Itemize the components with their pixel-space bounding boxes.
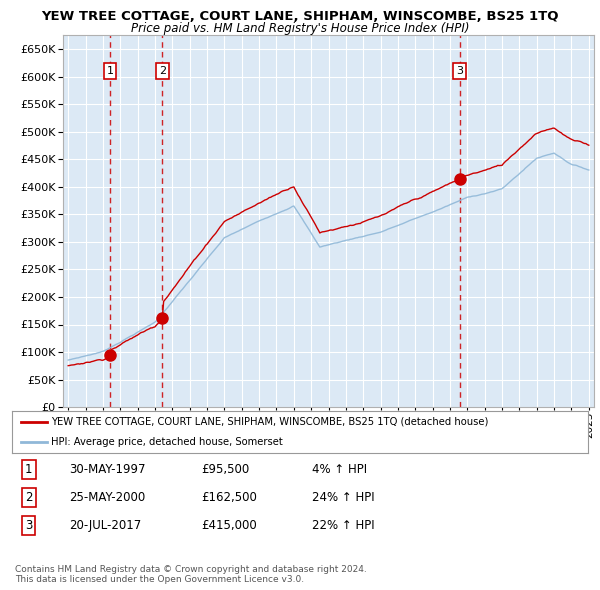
Text: 2: 2 (158, 66, 166, 76)
Text: 1: 1 (25, 463, 32, 476)
Text: YEW TREE COTTAGE, COURT LANE, SHIPHAM, WINSCOMBE, BS25 1TQ (detached house): YEW TREE COTTAGE, COURT LANE, SHIPHAM, W… (51, 417, 488, 427)
Text: £415,000: £415,000 (201, 519, 257, 532)
Text: 1: 1 (107, 66, 113, 76)
Text: 22% ↑ HPI: 22% ↑ HPI (312, 519, 374, 532)
Text: Contains HM Land Registry data © Crown copyright and database right 2024.
This d: Contains HM Land Registry data © Crown c… (15, 565, 367, 584)
Text: 30-MAY-1997: 30-MAY-1997 (69, 463, 146, 476)
Text: 3: 3 (456, 66, 463, 76)
Text: 20-JUL-2017: 20-JUL-2017 (69, 519, 141, 532)
Text: Price paid vs. HM Land Registry's House Price Index (HPI): Price paid vs. HM Land Registry's House … (131, 22, 469, 35)
Text: £162,500: £162,500 (201, 491, 257, 504)
Text: YEW TREE COTTAGE, COURT LANE, SHIPHAM, WINSCOMBE, BS25 1TQ: YEW TREE COTTAGE, COURT LANE, SHIPHAM, W… (41, 10, 559, 23)
Text: 24% ↑ HPI: 24% ↑ HPI (312, 491, 374, 504)
Text: £95,500: £95,500 (201, 463, 249, 476)
Text: HPI: Average price, detached house, Somerset: HPI: Average price, detached house, Some… (51, 437, 283, 447)
Text: 25-MAY-2000: 25-MAY-2000 (69, 491, 145, 504)
Text: 4% ↑ HPI: 4% ↑ HPI (312, 463, 367, 476)
Text: 3: 3 (25, 519, 32, 532)
Text: 2: 2 (25, 491, 32, 504)
